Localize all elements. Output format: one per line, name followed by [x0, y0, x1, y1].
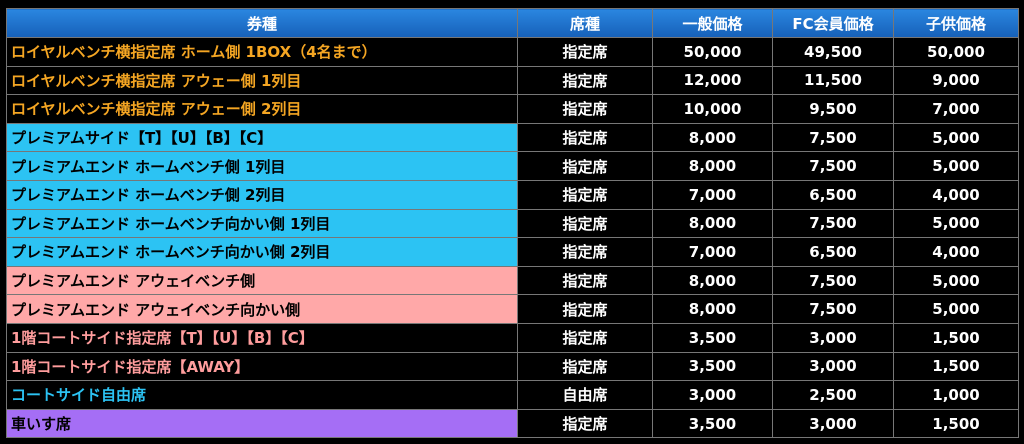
table-cell: 11,500: [772, 65, 894, 96]
table-cell: 12,000: [652, 65, 773, 96]
table-cell: 50,000: [893, 37, 1019, 67]
table-row: ロイヤルベンチ横指定席 アウェー側 2列目 指定席 10,000 9,500 7,000: [6, 94, 1019, 124]
header-cell: 子供価格: [893, 8, 1019, 38]
table-cell: 指定席: [517, 65, 653, 96]
table-row: プレミアムエンド ホームベンチ向かい側 2列目 指定席 7,000 6,500 4,00…: [6, 237, 1019, 267]
table-row: プレミアムエンド ホームベンチ側 2列目 指定席 7,000 6,500 4,000: [6, 179, 1019, 210]
ticket-name: プレミアムエンド ホームベンチ向かい側 2列目: [6, 237, 518, 267]
header-cell: 券種: [6, 8, 518, 38]
table-cell: 指定席: [517, 94, 653, 124]
table-row: プレミアムエンド アウェイベンチ側 指定席 8,000 7,500 5,000: [6, 265, 1019, 296]
ticket-name: 車いす席: [6, 408, 518, 439]
ticket-name: 1階コートサイド指定席【T】【U】【B】【C】: [6, 322, 518, 353]
table-cell: 49,500: [772, 37, 894, 67]
table-cell: 6,500: [772, 237, 894, 267]
table-cell: 8,000: [652, 151, 773, 181]
table-cell: 7,000: [652, 237, 773, 267]
table-cell: 1,000: [893, 380, 1019, 410]
ticket-name: 1階コートサイド指定席【AWAY】: [6, 351, 518, 382]
table-cell: 指定席: [517, 151, 653, 181]
table-cell: 4,000: [893, 179, 1019, 210]
table-cell: 8,000: [652, 294, 773, 324]
table-cell: 7,500: [772, 294, 894, 324]
ticket-name: プレミアムエンド ホームベンチ側 2列目: [6, 179, 518, 210]
table-cell: 3,000: [772, 408, 894, 439]
ticket-name: プレミアムエンド ホームベンチ側 1列目: [6, 151, 518, 181]
ticket-name: プレミアムエンド アウェイベンチ向かい側: [6, 294, 518, 324]
ticket-name: ロイヤルベンチ横指定席 ホーム側 1BOX（4名まで）: [6, 37, 518, 67]
table-row: プレミアムエンド ホームベンチ側 1列目 指定席 8,000 7,500 5,000: [6, 151, 1019, 181]
table-cell: 5,000: [893, 151, 1019, 181]
table-cell: 5,000: [893, 265, 1019, 296]
table-cell: 指定席: [517, 37, 653, 67]
header-cell: FC会員価格: [772, 8, 894, 38]
price-table: 券種 席種 一般価格 FC会員価格 子供価格 ロイヤルベンチ横指定席 ホーム側 1BOX…: [6, 8, 1019, 439]
header-cell: 席種: [517, 8, 653, 38]
table-cell: 7,500: [772, 208, 894, 239]
table-cell: 自由席: [517, 380, 653, 410]
ticket-name: ロイヤルベンチ横指定席 アウェー側 2列目: [6, 94, 518, 124]
table-cell: 9,500: [772, 94, 894, 124]
table-cell: 2,500: [772, 380, 894, 410]
table-cell: 7,500: [772, 265, 894, 296]
table-cell: 8,000: [652, 265, 773, 296]
ticket-name: プレミアムエンド アウェイベンチ側: [6, 265, 518, 296]
table-row: 車いす席 指定席 3,500 3,000 1,500: [6, 408, 1019, 439]
table-cell: 4,000: [893, 237, 1019, 267]
header-row: 券種 席種 一般価格 FC会員価格 子供価格: [6, 8, 1019, 38]
table-row: 1階コートサイド指定席【AWAY】 指定席 3,500 3,000 1,500: [6, 351, 1019, 382]
table-cell: 5,000: [893, 122, 1019, 153]
table-cell: 指定席: [517, 265, 653, 296]
table-cell: 指定席: [517, 122, 653, 153]
price-table-wrap: 券種 席種 一般価格 FC会員価格 子供価格 ロイヤルベンチ横指定席 ホーム側 1BOX…: [6, 8, 1019, 439]
table-cell: 指定席: [517, 179, 653, 210]
table-cell: 5,000: [893, 208, 1019, 239]
table-cell: 7,500: [772, 151, 894, 181]
table-cell: 1,500: [893, 351, 1019, 382]
table-row: プレミアムサイド【T】【U】【B】【C】 指定席 8,000 7,500 5,000: [6, 122, 1019, 153]
table-row: ロイヤルベンチ横指定席 アウェー側 1列目 指定席 12,000 11,500 9,00…: [6, 65, 1019, 96]
table-cell: 10,000: [652, 94, 773, 124]
table-cell: 指定席: [517, 208, 653, 239]
table-cell: 6,500: [772, 179, 894, 210]
table-cell: 3,500: [652, 351, 773, 382]
table-cell: 50,000: [652, 37, 773, 67]
table-cell: 7,000: [893, 94, 1019, 124]
table-cell: 7,500: [772, 122, 894, 153]
table-cell: 3,000: [652, 380, 773, 410]
ticket-name: プレミアムエンド ホームベンチ向かい側 1列目: [6, 208, 518, 239]
table-cell: 3,500: [652, 322, 773, 353]
ticket-name: ロイヤルベンチ横指定席 アウェー側 1列目: [6, 65, 518, 96]
ticket-name: プレミアムサイド【T】【U】【B】【C】: [6, 122, 518, 153]
table-cell: 5,000: [893, 294, 1019, 324]
table-cell: 1,500: [893, 408, 1019, 439]
table-cell: 1,500: [893, 322, 1019, 353]
header-cell: 一般価格: [652, 8, 773, 38]
table-cell: 指定席: [517, 351, 653, 382]
table-cell: 指定席: [517, 322, 653, 353]
table-cell: 8,000: [652, 208, 773, 239]
table-cell: 指定席: [517, 294, 653, 324]
table-cell: 3,500: [652, 408, 773, 439]
ticket-name: コートサイド自由席: [6, 380, 518, 410]
table-cell: 指定席: [517, 408, 653, 439]
table-cell: 3,000: [772, 351, 894, 382]
table-row: コートサイド自由席 自由席 3,000 2,500 1,000: [6, 380, 1019, 410]
table-body: ロイヤルベンチ横指定席 ホーム側 1BOX（4名まで） 指定席 50,000 49,5…: [6, 37, 1019, 439]
table-row: プレミアムエンド ホームベンチ向かい側 1列目 指定席 8,000 7,500 5,00…: [6, 208, 1019, 239]
table-row: プレミアムエンド アウェイベンチ向かい側 指定席 8,000 7,500 5,000: [6, 294, 1019, 324]
table-cell: 指定席: [517, 237, 653, 267]
table-cell: 7,000: [652, 179, 773, 210]
table-row: 1階コートサイド指定席【T】【U】【B】【C】 指定席 3,500 3,000 1,50…: [6, 322, 1019, 353]
table-cell: 8,000: [652, 122, 773, 153]
table-row: ロイヤルベンチ横指定席 ホーム側 1BOX（4名まで） 指定席 50,000 49,5…: [6, 37, 1019, 67]
table-cell: 9,000: [893, 65, 1019, 96]
table-cell: 3,000: [772, 322, 894, 353]
